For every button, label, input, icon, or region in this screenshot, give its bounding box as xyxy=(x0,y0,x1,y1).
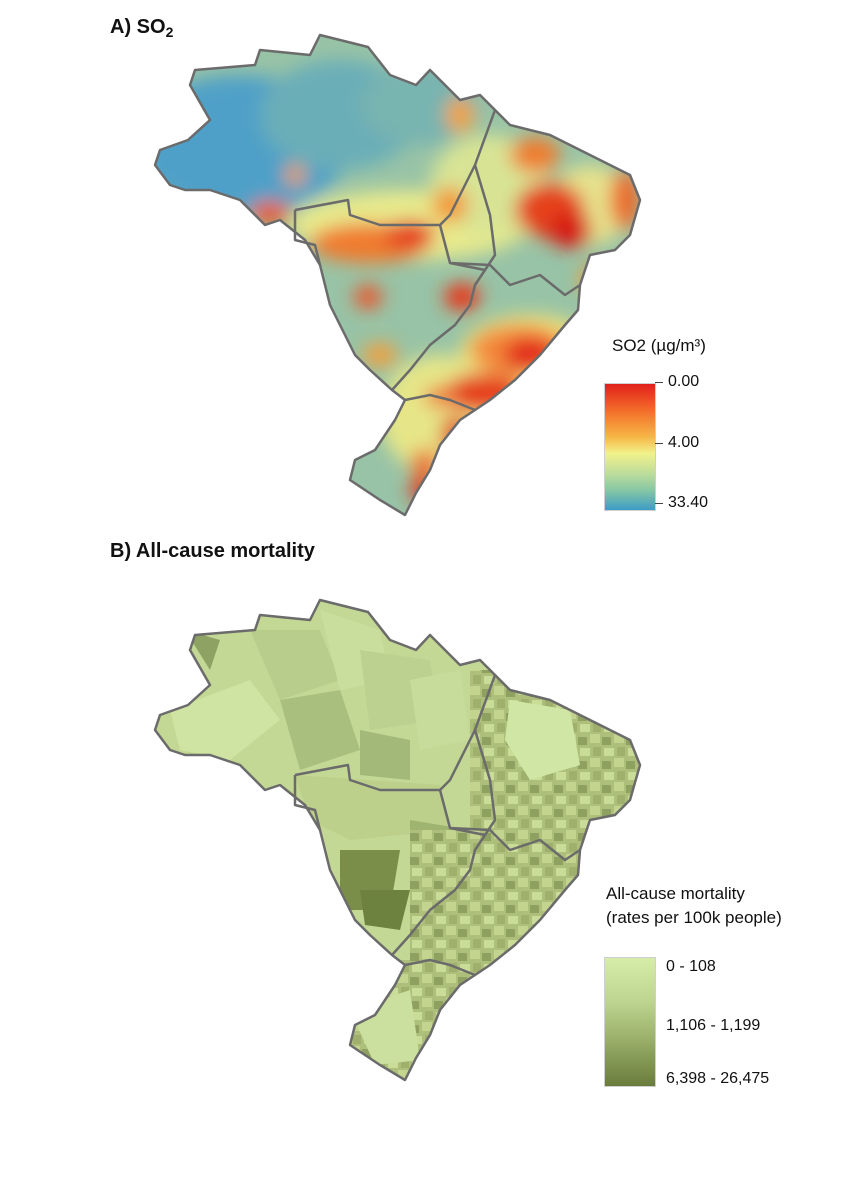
so2-map xyxy=(153,33,642,517)
mortality-legend-label-mid: 1,106 - 1,199 xyxy=(666,1017,761,1034)
mortality-legend-label-high: 6,398 - 26,475 xyxy=(666,1070,770,1087)
mortality-legend-colorbar xyxy=(604,957,656,1087)
mortality-legend-label-low: 0 - 108 xyxy=(666,958,716,975)
panel-a-title: A) SO2 xyxy=(110,16,174,40)
so2-legend-tick-mid: 4.00 xyxy=(654,434,700,451)
so2-legend-tick-min: 33.40 xyxy=(654,494,709,511)
so2-legend-colorbar xyxy=(604,383,656,511)
mortality-map xyxy=(153,598,642,1082)
panel-b-title: B) All-cause mortality xyxy=(110,540,315,562)
so2-legend-tick-max: 0.00 xyxy=(654,373,700,390)
mortality-legend-title: All-cause mortality (rates per 100k peop… xyxy=(606,884,782,927)
so2-legend-title: SO2 (µg/m³) xyxy=(612,336,706,355)
